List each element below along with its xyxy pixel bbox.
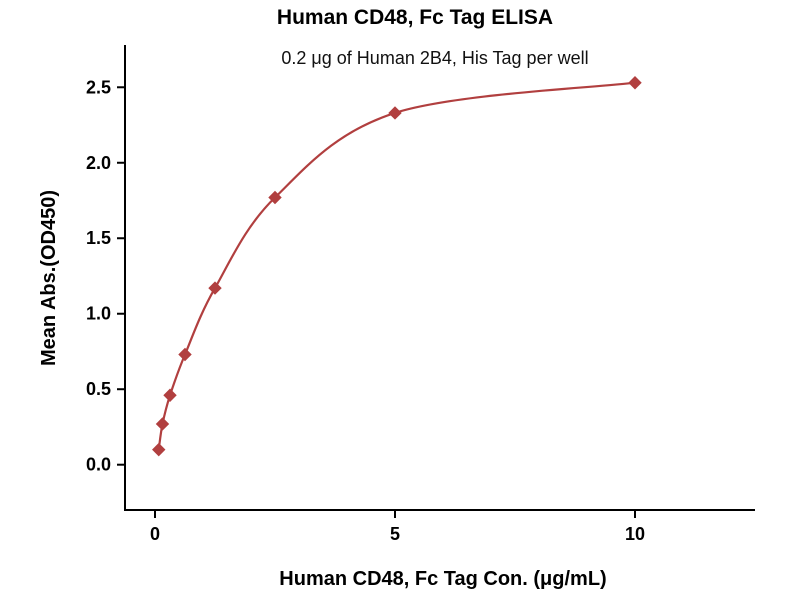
y-tick-label: 0.5 xyxy=(86,379,111,399)
data-points xyxy=(152,76,642,457)
axis-ticks xyxy=(117,86,636,518)
axes xyxy=(124,45,755,511)
fit-curve xyxy=(157,81,636,450)
data-point xyxy=(268,190,282,205)
chart-subtitle: 0.2 μg of Human 2B4, His Tag per well xyxy=(281,48,588,68)
data-point xyxy=(208,281,222,295)
axis-line xyxy=(124,45,755,511)
y-tick-label: 1.5 xyxy=(86,228,111,248)
y-tick-label: 0.0 xyxy=(86,455,111,475)
x-tick-label: 0 xyxy=(150,524,160,544)
y-tick-label: 1.0 xyxy=(86,304,111,324)
data-point xyxy=(178,347,192,362)
axis-tick-labels: 0 5 10 0.0 0.5 1.0 1.5 2.0 2.5 xyxy=(86,77,645,544)
data-point xyxy=(152,442,166,457)
y-axis-label: Mean Abs.(OD450) xyxy=(38,190,60,366)
x-axis-label: Human CD48, Fc Tag Con. (μg/mL) xyxy=(279,568,606,590)
data-point xyxy=(628,76,642,90)
data-point xyxy=(388,106,402,120)
x-tick-label: 10 xyxy=(625,524,645,544)
data-point xyxy=(163,388,177,402)
fit-curve-path xyxy=(157,81,636,450)
y-tick-label: 2.5 xyxy=(86,77,111,97)
data-point xyxy=(155,417,170,431)
x-tick-label: 5 xyxy=(390,524,400,544)
y-tick-label: 2.0 xyxy=(86,153,111,173)
chart-title: Human CD48, Fc Tag ELISA xyxy=(277,6,553,29)
